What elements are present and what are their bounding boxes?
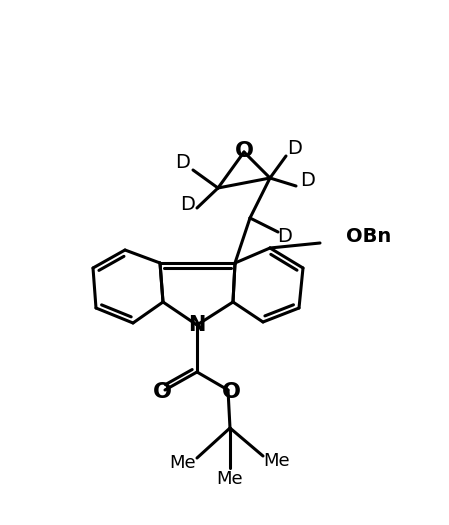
- Text: Me: Me: [264, 452, 291, 470]
- Text: N: N: [188, 315, 206, 335]
- Text: D: D: [287, 139, 303, 157]
- Text: O: O: [234, 141, 254, 161]
- Text: D: D: [300, 171, 316, 190]
- Text: D: D: [180, 195, 195, 215]
- Text: Me: Me: [217, 470, 243, 488]
- Text: Me: Me: [170, 454, 196, 472]
- Text: D: D: [176, 152, 190, 172]
- Text: OBn: OBn: [346, 227, 391, 247]
- Text: D: D: [277, 227, 292, 247]
- Text: O: O: [221, 382, 241, 402]
- Text: O: O: [153, 382, 172, 402]
